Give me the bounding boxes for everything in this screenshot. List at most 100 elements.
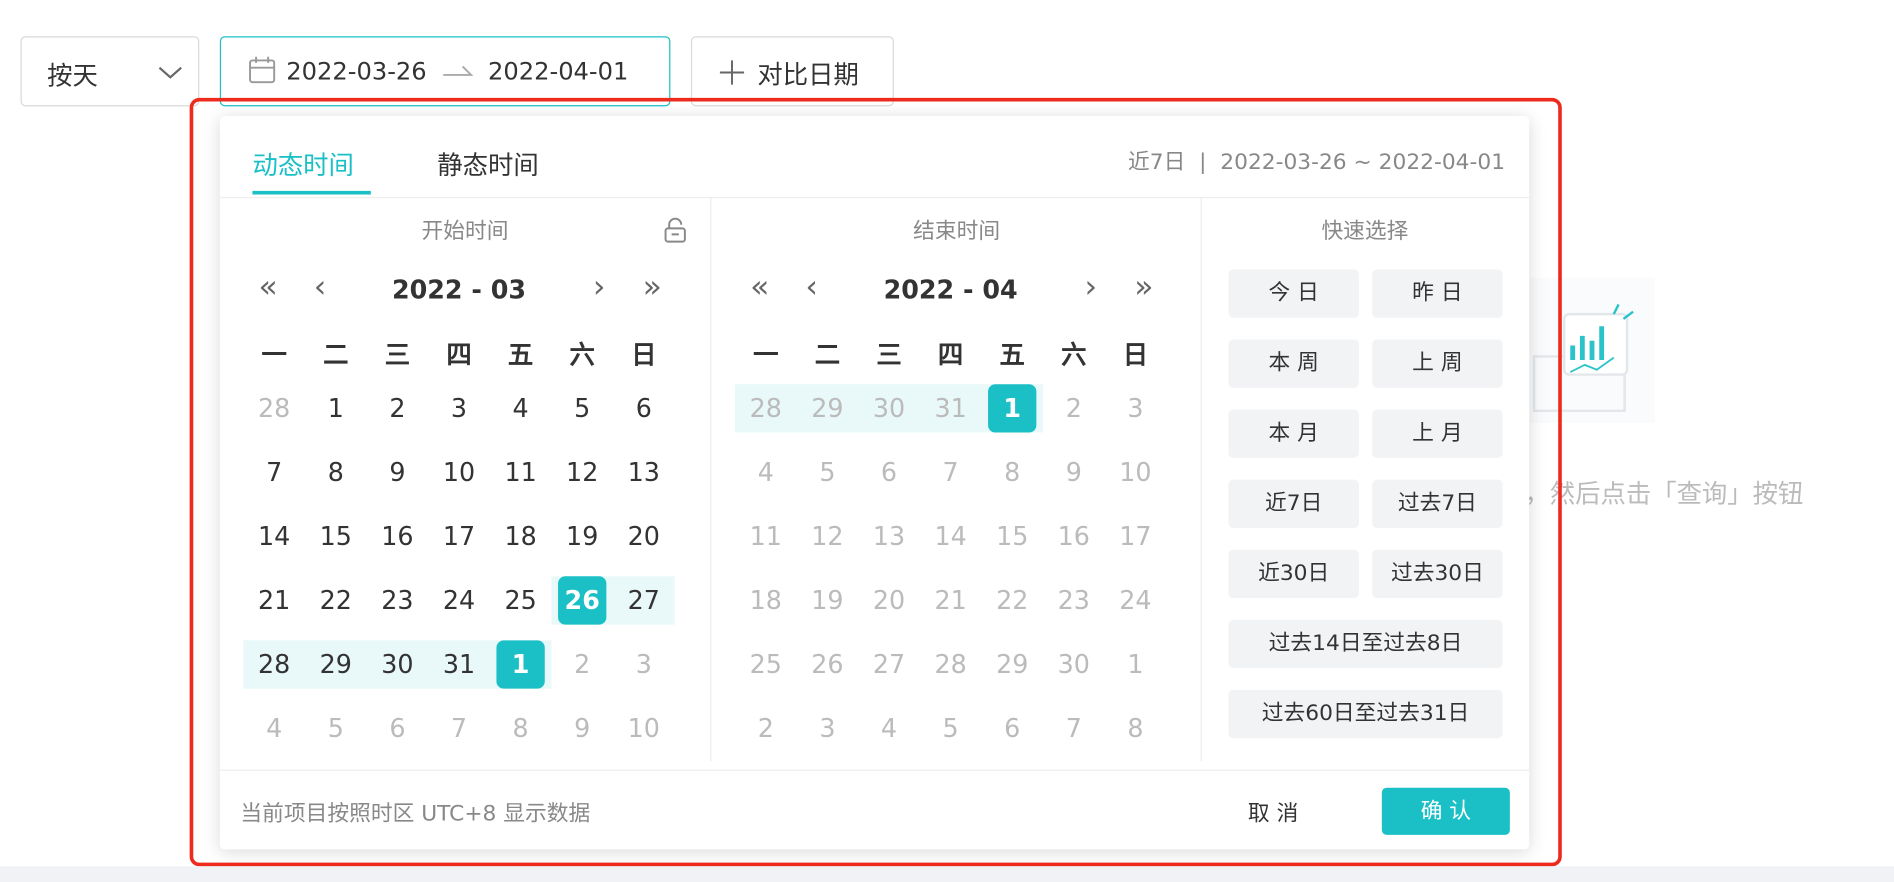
- day[interactable]: 7: [450, 714, 468, 744]
- day[interactable]: 28: [258, 650, 291, 680]
- day[interactable]: 20: [627, 521, 660, 551]
- nav-button[interactable]: »: [1134, 269, 1154, 306]
- day[interactable]: 5: [819, 457, 836, 487]
- day[interactable]: 7: [942, 457, 959, 487]
- day[interactable]: 6: [880, 457, 898, 487]
- day[interactable]: 14: [258, 521, 291, 551]
- day[interactable]: 24: [1119, 585, 1152, 615]
- day[interactable]: 10: [627, 714, 660, 744]
- quick-option[interactable]: 昨 日: [1372, 269, 1503, 318]
- day[interactable]: 17: [1119, 521, 1152, 551]
- nav-button[interactable]: «: [258, 269, 278, 306]
- day[interactable]: 6: [1004, 714, 1021, 744]
- day[interactable]: 25: [749, 650, 782, 680]
- granularity-select[interactable]: 按天: [20, 36, 200, 107]
- day[interactable]: 21: [934, 585, 967, 615]
- day[interactable]: 16: [381, 521, 414, 551]
- day[interactable]: 31: [934, 393, 967, 423]
- day[interactable]: 28: [749, 393, 782, 423]
- day[interactable]: 8: [1127, 714, 1144, 744]
- day[interactable]: 2: [389, 393, 406, 423]
- quick-option[interactable]: 本 周: [1228, 339, 1359, 388]
- day[interactable]: 2: [757, 714, 774, 744]
- day[interactable]: 7: [1065, 714, 1082, 744]
- day[interactable]: 12: [811, 521, 844, 551]
- quick-option[interactable]: 上 月: [1372, 409, 1503, 458]
- nav-button[interactable]: ‹: [805, 269, 818, 306]
- lock-icon[interactable]: [663, 217, 687, 244]
- day[interactable]: 22: [996, 585, 1029, 615]
- day[interactable]: 13: [872, 521, 906, 551]
- nav-button[interactable]: ›: [1084, 269, 1098, 306]
- day[interactable]: 31: [442, 650, 476, 680]
- day[interactable]: 28: [258, 393, 291, 423]
- day[interactable]: 20: [872, 585, 906, 615]
- day[interactable]: 4: [880, 714, 898, 744]
- day[interactable]: 1: [327, 393, 344, 423]
- day[interactable]: 12: [566, 457, 599, 487]
- date-range-input[interactable]: 2022-03-26 2022-04-01: [219, 36, 671, 107]
- tab-active[interactable]: 动态时间: [252, 151, 354, 181]
- day[interactable]: 18: [749, 585, 782, 615]
- day[interactable]: 5: [327, 714, 344, 744]
- day[interactable]: 4: [757, 457, 774, 487]
- day[interactable]: 6: [635, 393, 652, 423]
- quick-option[interactable]: 本 月: [1228, 409, 1359, 458]
- day[interactable]: 15: [996, 521, 1029, 551]
- day[interactable]: 22: [319, 585, 352, 615]
- day[interactable]: 6: [389, 714, 406, 744]
- confirm-button[interactable]: 确 认: [1381, 787, 1510, 835]
- tab[interactable]: 静态时间: [437, 151, 539, 181]
- day[interactable]: 11: [749, 521, 782, 551]
- day[interactable]: 3: [450, 393, 468, 423]
- day[interactable]: 29: [319, 650, 352, 680]
- quick-option[interactable]: 过去14日至过去8日: [1228, 619, 1503, 669]
- day[interactable]: 11: [504, 457, 537, 487]
- quick-option[interactable]: 过去7日: [1372, 479, 1503, 528]
- day[interactable]: 8: [1004, 457, 1021, 487]
- day[interactable]: 23: [381, 585, 414, 615]
- day[interactable]: 9: [389, 457, 406, 487]
- day[interactable]: 27: [872, 650, 906, 680]
- day-selected[interactable]: 1: [496, 640, 545, 689]
- quick-option[interactable]: 过去60日至过去31日: [1228, 689, 1503, 739]
- day[interactable]: 3: [1127, 393, 1144, 423]
- day[interactable]: 3: [819, 714, 836, 744]
- quick-option[interactable]: 近30日: [1228, 549, 1359, 599]
- nav-button[interactable]: ›: [592, 269, 606, 306]
- cancel-button[interactable]: 取 消: [1247, 801, 1299, 827]
- day[interactable]: 4: [512, 393, 529, 423]
- day[interactable]: 23: [1057, 585, 1090, 615]
- day[interactable]: 8: [512, 714, 529, 744]
- day[interactable]: 30: [381, 650, 414, 680]
- day[interactable]: 15: [319, 521, 352, 551]
- nav-button[interactable]: «: [750, 269, 770, 306]
- day[interactable]: 24: [442, 585, 476, 615]
- day[interactable]: 13: [627, 457, 660, 487]
- compare-button[interactable]: 对比日期: [690, 36, 894, 107]
- quick-option[interactable]: 今 日: [1228, 269, 1359, 318]
- day[interactable]: 3: [635, 650, 652, 680]
- day-selected[interactable]: 26: [558, 576, 607, 625]
- quick-option[interactable]: 上 周: [1372, 339, 1503, 388]
- day[interactable]: 10: [1119, 457, 1152, 487]
- day[interactable]: 2: [574, 650, 591, 680]
- nav-button[interactable]: »: [642, 269, 662, 306]
- day[interactable]: 4: [266, 714, 283, 744]
- day[interactable]: 14: [934, 521, 967, 551]
- day[interactable]: 1: [1127, 650, 1144, 680]
- day[interactable]: 9: [1065, 457, 1082, 487]
- day[interactable]: 25: [504, 585, 537, 615]
- day[interactable]: 17: [442, 521, 476, 551]
- day[interactable]: 8: [327, 457, 344, 487]
- nav-button[interactable]: ‹: [313, 269, 327, 306]
- day[interactable]: 19: [811, 585, 844, 615]
- day[interactable]: 30: [872, 393, 906, 423]
- day[interactable]: 9: [574, 714, 591, 744]
- day[interactable]: 27: [627, 585, 660, 615]
- day[interactable]: 10: [442, 457, 476, 487]
- day[interactable]: 29: [811, 393, 844, 423]
- day[interactable]: 28: [934, 650, 967, 680]
- day[interactable]: 19: [566, 521, 599, 551]
- day[interactable]: 16: [1057, 521, 1090, 551]
